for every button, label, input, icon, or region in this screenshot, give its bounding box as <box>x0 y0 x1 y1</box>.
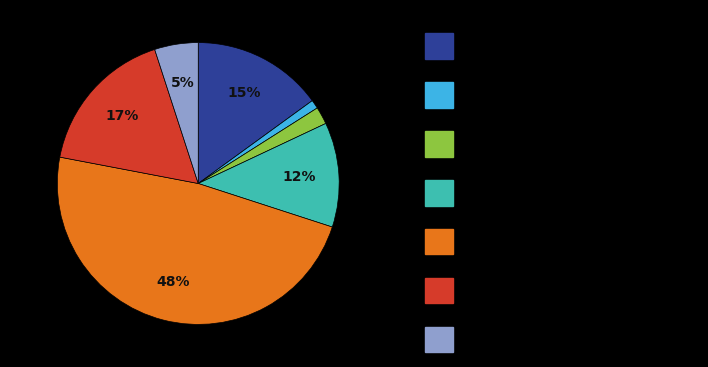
Text: 48%: 48% <box>156 275 190 289</box>
Text: zasadnicze zawodowe: zasadnicze zawodowe <box>464 235 588 245</box>
Text: średnie zawodowe: średnie zawodowe <box>464 186 567 196</box>
Wedge shape <box>59 50 198 184</box>
Text: wyższe: wyższe <box>464 39 503 49</box>
Text: policealne: policealne <box>464 88 521 98</box>
Text: 15%: 15% <box>227 86 261 100</box>
Text: średnie ogólnokształcące: średnie ogólnokształcące <box>464 137 605 148</box>
Wedge shape <box>198 108 326 184</box>
Text: 5%: 5% <box>171 76 194 90</box>
Wedge shape <box>198 43 312 184</box>
Wedge shape <box>57 157 332 324</box>
Wedge shape <box>154 43 198 184</box>
Text: 12%: 12% <box>282 170 316 184</box>
Text: gimnazjalne, podstawowe i niższe: gimnazjalne, podstawowe i niższe <box>464 284 653 294</box>
Text: brak danych: brak danych <box>464 333 533 343</box>
Wedge shape <box>198 101 317 184</box>
Text: 17%: 17% <box>105 109 139 123</box>
Wedge shape <box>198 124 339 227</box>
